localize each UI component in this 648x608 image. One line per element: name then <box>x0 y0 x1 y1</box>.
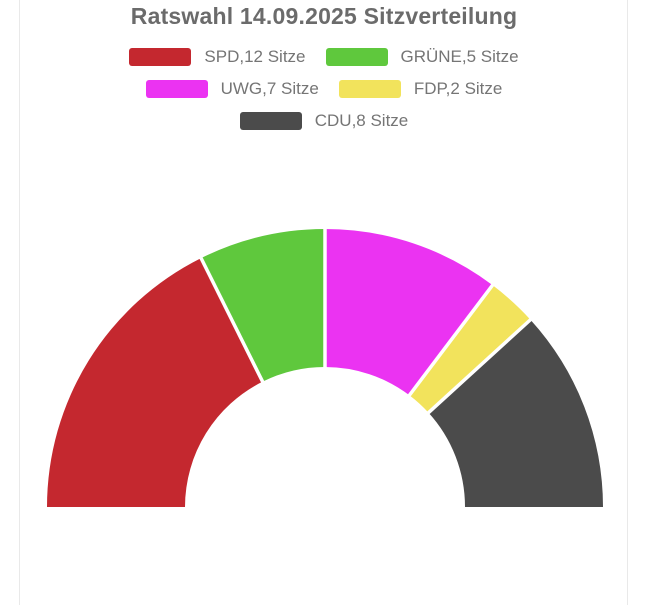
segment-uwg[interactable] <box>325 229 493 396</box>
segment-divider <box>425 317 534 416</box>
legend-item-spd[interactable]: SPD,12 Sitze <box>129 46 306 68</box>
legend-label-uwg: UWG,7 Sitze <box>220 79 319 98</box>
legend-row: CDU,8 Sitze <box>239 110 409 132</box>
segment-divider <box>406 282 496 398</box>
chart-content: Ratswahl 14.09.2025 Sitzverteilung SPD,1… <box>0 0 648 507</box>
legend: SPD,12 Sitze GRÜNE,5 Sitze UWG,7 Sitze FDP,… <box>0 46 648 132</box>
half-donut-chart <box>47 227 603 507</box>
legend-row: SPD,12 Sitze GRÜNE,5 Sitze <box>129 46 519 68</box>
legend-item-gruene[interactable]: GRÜNE,5 Sitze <box>325 46 519 68</box>
legend-label-spd: SPD,12 Sitze <box>204 47 306 66</box>
legend-swatch-cdu <box>239 112 302 130</box>
legend-label-gruene: GRÜNE,5 Sitze <box>400 47 519 66</box>
legend-swatch-spd <box>129 48 192 66</box>
legend-row: UWG,7 Sitze FDP,2 Sitze <box>145 78 503 100</box>
segment-gruene[interactable] <box>201 229 325 382</box>
chart-title: Ratswahl 14.09.2025 Sitzverteilung <box>130 3 518 29</box>
segment-spd[interactable] <box>47 258 263 507</box>
legend-item-fdp[interactable]: FDP,2 Sitze <box>338 78 503 100</box>
legend-item-uwg[interactable]: UWG,7 Sitze <box>145 78 319 100</box>
segment-divider <box>198 255 266 385</box>
segment-fdp[interactable] <box>409 285 531 413</box>
legend-swatch-uwg <box>145 80 208 98</box>
legend-swatch-fdp <box>338 80 401 98</box>
legend-label-fdp: FDP,2 Sitze <box>413 79 503 98</box>
segment-cdu[interactable] <box>428 319 603 507</box>
legend-item-cdu[interactable]: CDU,8 Sitze <box>239 110 409 132</box>
legend-label-cdu: CDU,8 Sitze <box>314 111 409 130</box>
legend-swatch-gruene <box>325 48 388 66</box>
